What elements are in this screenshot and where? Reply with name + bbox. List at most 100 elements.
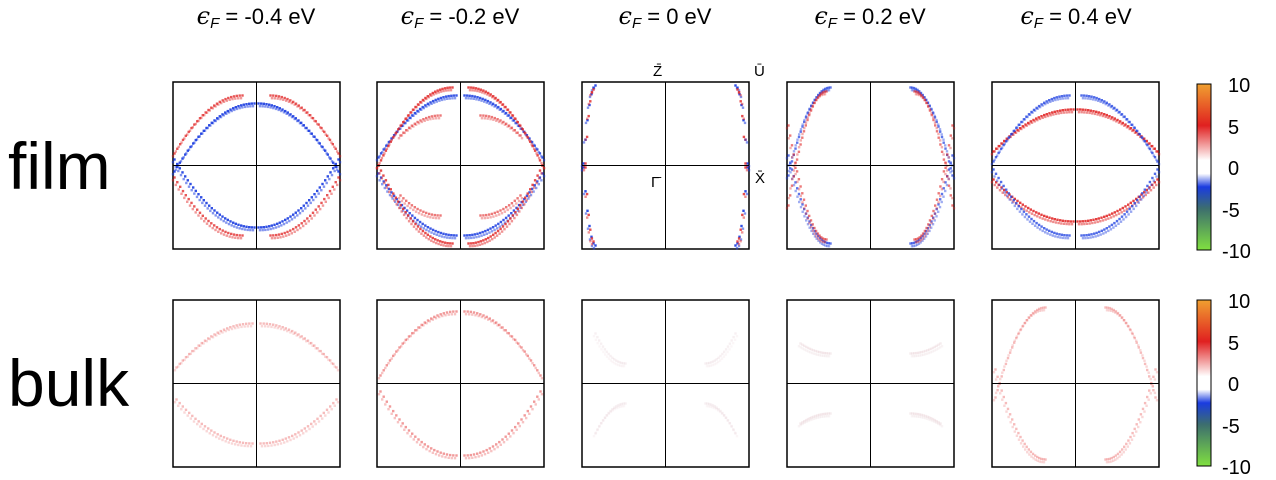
panel-film-1-intensity <box>281 220 284 223</box>
panel-film-4-intensity <box>825 86 829 90</box>
panel-film-2-intensity <box>493 228 496 232</box>
panel-bulk-4-intensity <box>933 420 936 423</box>
panel-film-2-intensity <box>537 177 541 180</box>
panel-film-2-intensity <box>514 211 517 214</box>
panel-film-5-intensity <box>997 144 1000 148</box>
panel-film-1-intensity <box>304 222 308 225</box>
panel-bulk-1-intensity <box>232 325 235 328</box>
panel-bulk-1-intensity <box>321 352 324 355</box>
panel-film-2-intensity <box>416 225 420 228</box>
panel-film-1-intensity <box>337 152 340 155</box>
panel-film-3-intensity <box>741 102 744 106</box>
panel-film-4-intensity <box>823 93 827 96</box>
panel-film-5-intensity <box>1053 218 1056 221</box>
panel-film-1-intensity <box>324 133 327 136</box>
panel-film-1-intensity <box>180 192 183 195</box>
panel-film-4-intensity <box>918 240 921 243</box>
panel-bulk-5-intensity <box>1105 309 1109 312</box>
panel-film-5-intensity <box>1068 111 1071 114</box>
panel-film-5-intensity <box>1029 120 1032 123</box>
panel-film-2-intensity <box>507 214 510 217</box>
panel-film-3-intensity <box>740 103 743 107</box>
panel-film-4-intensity <box>792 183 796 187</box>
panel-bulk-4-intensity <box>809 418 812 422</box>
panel-film-2-intensity <box>540 172 543 175</box>
panel-film-3-intensity <box>582 169 586 172</box>
panel-bulk-2-intensity <box>436 314 439 317</box>
colorbar-bulk: 10 5 0 -5 -10 <box>1196 291 1251 479</box>
panel-bulk-3-intensity <box>616 404 620 407</box>
panel-film-4-intensity <box>806 217 809 220</box>
panel-film-5-intensity <box>1100 99 1103 102</box>
panel-film-1-intensity <box>285 234 288 237</box>
panel-film-4-intensity <box>789 146 792 150</box>
panel-film-2-intensity <box>499 220 503 224</box>
panel-film-3-intensity <box>743 212 747 215</box>
panel-bulk-5-intensity <box>1131 332 1134 336</box>
panel-film-2-intensity <box>509 217 512 220</box>
panel-bulk-4-intensity <box>822 354 825 357</box>
panel-bulk-1-intensity <box>262 442 265 445</box>
panel-film-5-intensity <box>1056 98 1060 101</box>
panel-film-3-intensity <box>586 119 589 122</box>
panel-film-2-intensity <box>472 242 475 245</box>
panel-film-1-intensity <box>309 114 312 117</box>
panel-film-5-intensity <box>1136 200 1139 203</box>
panel-bulk-5-intensity <box>1015 427 1018 431</box>
panel-film-4-intensity <box>933 116 937 119</box>
panel-bulk-2-intensity <box>392 354 395 358</box>
panel-film-1-intensity <box>241 227 244 231</box>
panel-film-5-intensity <box>1080 94 1083 97</box>
panel-bulk-5-intensity <box>1122 319 1125 322</box>
panel-film-1-intensity <box>197 214 200 217</box>
panel-film-1-intensity <box>233 108 236 112</box>
panel-bulk-1-intensity <box>196 422 199 426</box>
panel-film-5-intensity <box>1153 181 1156 184</box>
panel-film-1-intensity <box>273 105 276 108</box>
panel-film-3-intensity <box>584 121 588 125</box>
panel-bulk-5-intensity <box>1153 378 1157 381</box>
panel-bulk-1-intensity <box>234 443 237 446</box>
panel-film-1-intensity <box>326 175 329 178</box>
panel-bulk-1-intensity <box>232 439 235 442</box>
panel-film-5-intensity <box>1141 192 1144 195</box>
panel-film-2-intensity <box>498 232 501 235</box>
panel-film-2-intensity <box>440 235 444 238</box>
panel-film-5-intensity <box>1091 235 1095 239</box>
panel-film-5-intensity <box>1155 158 1158 162</box>
panel-film-1-intensity <box>293 103 296 106</box>
panel-bulk-4-intensity <box>911 412 914 415</box>
panel-bulk-5-intensity <box>1141 354 1144 357</box>
panel-film-2-intensity <box>396 203 399 207</box>
panel-film-1-intensity <box>330 192 333 195</box>
panel-film-1-intensity <box>200 132 203 135</box>
panel-film-2-intensity <box>449 89 453 92</box>
panel-bulk-4-intensity <box>928 416 931 419</box>
panel-film-1-intensity <box>330 160 334 163</box>
panel-film-5-intensity <box>1113 117 1116 120</box>
panel-film-5-intensity <box>1150 183 1153 186</box>
panel-bulk-1-intensity <box>210 429 213 432</box>
panel-bulk-5-intensity <box>1114 454 1118 457</box>
panel-bulk-1-intensity <box>278 325 281 328</box>
panel-bulk-1-intensity <box>265 442 268 445</box>
panel-film-2-intensity <box>440 98 444 102</box>
panel-film-1-intensity <box>245 103 248 106</box>
panel-film-4-intensity <box>801 210 804 213</box>
panel-film-5-intensity <box>1097 217 1100 220</box>
panel-film-2-intensity <box>513 129 516 132</box>
panel-film-1-intensity <box>203 204 207 207</box>
panel-film-4-intensity <box>801 132 804 136</box>
panel-bulk-2-intensity <box>433 315 436 319</box>
panel-film-3-intensity <box>746 166 749 169</box>
panel-film-2-intensity <box>482 214 485 217</box>
panel-bulk-5-intensity <box>1036 308 1039 312</box>
panel-bulk-2-intensity <box>536 369 539 372</box>
panel-film-2-intensity <box>490 230 494 233</box>
panel-film-4-intensity <box>935 215 938 218</box>
panel-bulk-5-intensity <box>1038 460 1041 463</box>
panel-film-2-intensity <box>447 89 450 92</box>
panel-bulk-1-intensity <box>324 414 327 417</box>
panel-film-5-intensity <box>1109 117 1113 121</box>
panel-bulk-1-intensity <box>246 444 249 448</box>
